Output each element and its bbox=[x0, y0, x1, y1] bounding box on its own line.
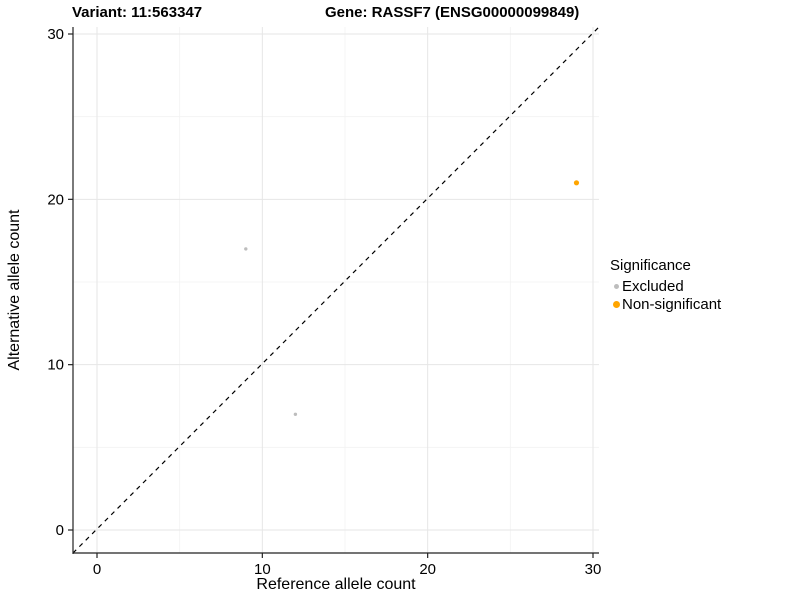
y-tick-label: 20 bbox=[47, 191, 64, 208]
legend-key-excluded bbox=[610, 283, 622, 289]
variant-title: Variant: 11:563347 bbox=[72, 4, 203, 21]
legend: Significance Excluded Non-significant bbox=[610, 257, 796, 313]
y-tick-label: 0 bbox=[56, 522, 64, 539]
data-point-excluded bbox=[293, 412, 298, 416]
x-axis-title: Reference allele count bbox=[256, 576, 416, 593]
y-tick-label: 10 bbox=[47, 357, 64, 374]
legend-item-excluded: Excluded bbox=[610, 277, 796, 295]
legend-title: Significance bbox=[610, 257, 691, 274]
legend-item-label: Non-significant bbox=[622, 295, 722, 313]
gene-title: Gene: RASSF7 (ENSG00000099849) bbox=[325, 4, 580, 21]
data-point-non-significant bbox=[573, 180, 580, 186]
x-tick-label: 30 bbox=[585, 561, 602, 578]
x-tick-label: 20 bbox=[419, 561, 436, 578]
non-significant-point-icon bbox=[612, 300, 620, 308]
legend-item-non-significant: Non-significant bbox=[610, 295, 796, 313]
y-tick-label: 30 bbox=[47, 26, 64, 43]
legend-key-non-significant bbox=[610, 300, 622, 308]
excluded-point-icon bbox=[613, 283, 619, 289]
identity-line bbox=[72, 26, 600, 554]
data-point-excluded bbox=[244, 247, 248, 251]
x-tick-label: 10 bbox=[254, 561, 271, 578]
legend-item-label: Excluded bbox=[622, 277, 684, 295]
y-axis-title: Alternative allele count bbox=[6, 209, 23, 371]
x-tick-label: 0 bbox=[93, 561, 101, 578]
